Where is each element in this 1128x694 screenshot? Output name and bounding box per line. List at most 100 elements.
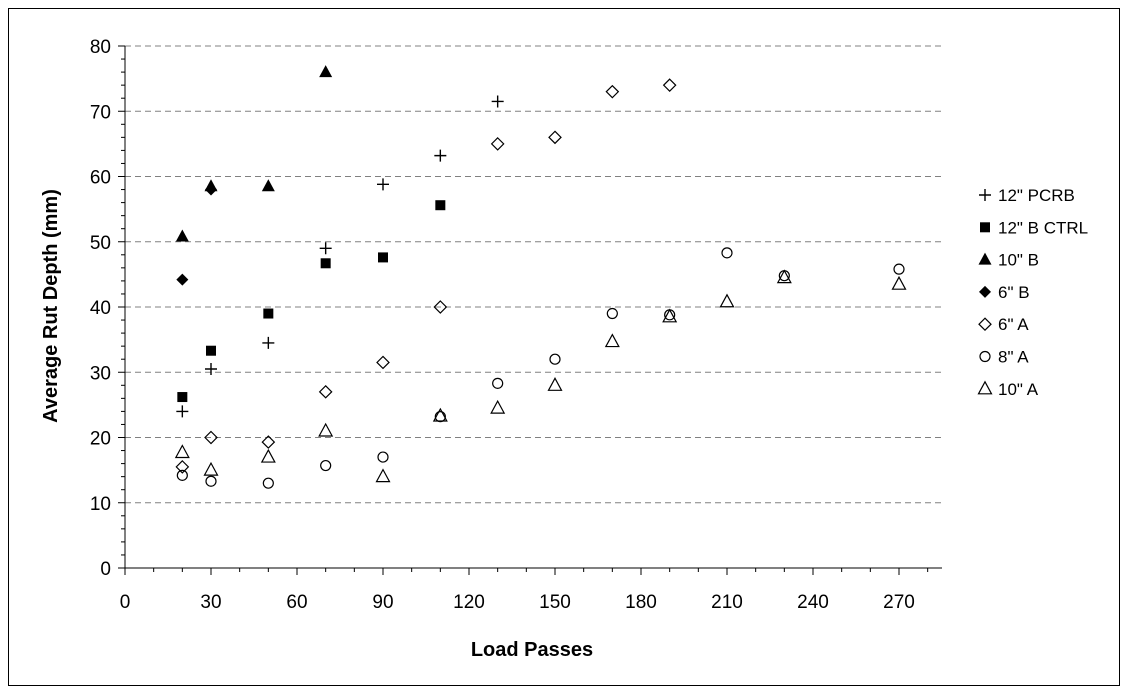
legend-item: 6" A [978, 315, 1029, 334]
data-point [206, 345, 216, 356]
legend-item: 10" A [977, 380, 1039, 399]
data-point [893, 263, 905, 275]
series-2 [175, 65, 333, 242]
x-tick-label: 270 [883, 592, 915, 613]
series-6 [174, 269, 907, 483]
data-point [318, 384, 333, 399]
data-point [205, 362, 217, 375]
data-point [263, 308, 274, 319]
data-point [175, 229, 189, 242]
legend-item: 8" A [979, 348, 1029, 367]
data-point [319, 242, 332, 255]
data-point [721, 247, 733, 259]
data-point [318, 422, 334, 437]
data-point [176, 273, 189, 286]
legend-label: 8" A [998, 348, 1029, 367]
data-points [174, 65, 907, 489]
data-point [547, 377, 563, 391]
data-point [174, 444, 190, 459]
data-point [262, 477, 274, 489]
data-point [549, 353, 561, 365]
data-point [664, 309, 676, 321]
data-point [377, 178, 389, 191]
data-point [432, 407, 448, 422]
legend-label: 6" A [998, 315, 1029, 334]
x-axis-title: Load Passes [471, 639, 593, 661]
data-point [376, 355, 390, 370]
y-tick-label: 60 [90, 168, 111, 189]
series-0 [176, 95, 504, 418]
legend-item: 6" B [979, 283, 1030, 302]
legend-marker [979, 285, 991, 298]
x-tick-label: 240 [797, 592, 829, 613]
legend-label: 6" B [998, 283, 1030, 302]
legend-marker [979, 350, 991, 363]
data-point [434, 411, 446, 423]
data-point [605, 84, 620, 99]
data-point [320, 258, 331, 269]
data-point [492, 377, 504, 389]
y-tick-label: 10 [90, 494, 111, 515]
data-point [262, 336, 275, 349]
data-point [261, 435, 276, 449]
gridlines [125, 45, 942, 504]
data-point [662, 78, 677, 92]
legend-marker [978, 317, 992, 332]
x-tick-label: 180 [625, 592, 657, 613]
data-point [434, 149, 447, 162]
data-point [491, 95, 504, 108]
data-point [204, 430, 218, 445]
x-tick-label: 0 [120, 592, 131, 613]
legend-marker [980, 222, 990, 233]
y-tick-label: 80 [90, 37, 111, 58]
data-point [261, 179, 275, 192]
series-3 [176, 183, 217, 286]
x-tick-label: 150 [539, 592, 571, 613]
legend-item: 12" B CTRL [980, 218, 1088, 237]
y-tick-label: 50 [90, 233, 111, 254]
data-point [203, 461, 219, 476]
legend-marker [979, 189, 991, 201]
data-point [319, 65, 333, 78]
series-5 [176, 247, 905, 489]
data-point [176, 469, 188, 481]
legend-marker [977, 380, 993, 395]
data-point [433, 300, 448, 314]
series-4 [175, 78, 677, 474]
data-point [719, 293, 735, 308]
data-point [260, 448, 276, 463]
legend-item: 12" PCRB [979, 186, 1075, 205]
data-point [320, 459, 332, 472]
data-point [490, 399, 506, 414]
x-tick-label: 90 [372, 592, 393, 613]
legend-label: 12" PCRB [998, 186, 1075, 205]
x-tick-label: 30 [200, 592, 221, 613]
chart-frame [8, 8, 1120, 686]
data-point [778, 270, 790, 282]
x-tick-label: 60 [286, 592, 307, 613]
y-tick-label: 0 [100, 559, 111, 580]
legend: 12" PCRB 12" B CTRL 10" B 6" B 6" A 8" A 10" A [977, 186, 1088, 399]
data-point [604, 333, 620, 348]
data-point [662, 308, 678, 323]
data-point [606, 307, 618, 320]
x-tick-label: 120 [453, 592, 485, 613]
x-tick-label: 210 [711, 592, 743, 613]
data-point [177, 392, 188, 403]
data-point [377, 451, 389, 463]
legend-label: 10" A [998, 380, 1039, 399]
y-tick-label: 20 [90, 429, 111, 450]
series-1 [177, 200, 446, 403]
data-point [548, 130, 562, 145]
data-point [375, 468, 391, 483]
data-point [378, 252, 388, 263]
data-point [490, 137, 505, 151]
axes: 0 10 20 30 40 50 60 70 80 0 30 60 90 120 150 180 210 240 2… [90, 37, 942, 613]
y-tick-label: 40 [90, 298, 111, 319]
data-point [205, 183, 217, 196]
data-point [891, 275, 907, 290]
data-point [176, 405, 189, 418]
data-point [175, 460, 190, 474]
y-tick-label: 30 [90, 363, 111, 384]
